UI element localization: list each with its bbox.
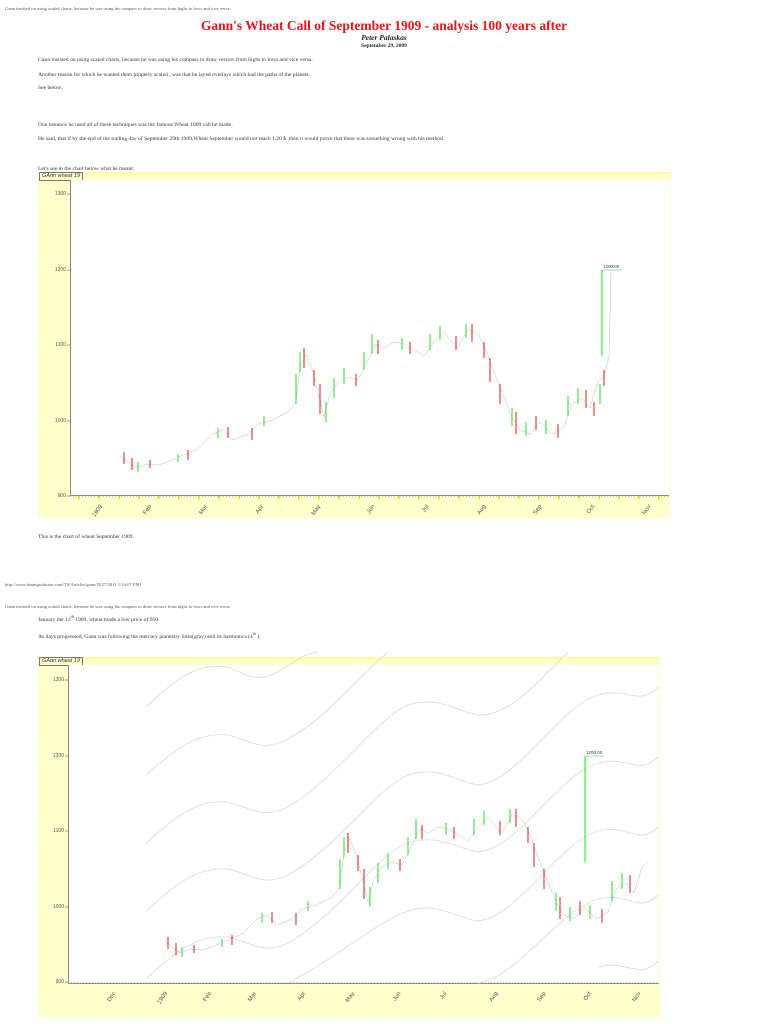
paragraph: He said, that if by the end of the tradi… [38, 136, 445, 142]
y-tick: 1200 [54, 267, 66, 273]
y-tick: 1000 [54, 418, 66, 424]
y-tick: 1300 [52, 677, 64, 683]
footer-url[interactable]: http://www.timingsolution.com/TS/Article… [5, 582, 142, 587]
plot-area [70, 180, 669, 496]
y-tick: 1100 [55, 342, 66, 348]
y-tick: 1300 [54, 191, 66, 197]
chart-1: GAnn wheat 19 1300 1200 1100 1000 900 [38, 172, 670, 518]
date: September 29, 2009 [361, 43, 407, 49]
chart-caption: This is the chart of wheat September 190… [38, 534, 135, 540]
paragraph: Another reason for which he wanted them … [38, 72, 310, 78]
chart-legend: GAnn wheat 19 [39, 172, 83, 181]
planetary-lines [145, 651, 659, 984]
paragraph: One instance he used all of these techni… [38, 122, 234, 128]
running-header: Gann insisted on using scaled charts, be… [5, 604, 231, 609]
price-annotation: 1200.00 [603, 264, 620, 269]
y-tick: 1000 [52, 904, 64, 910]
paragraph: January the 13th 1909, wheat made a low … [38, 614, 160, 623]
chart-2: GAnn wheat 19 1300 1200 1100 1000 900 [38, 651, 660, 1017]
y-tick: 900 [57, 493, 66, 499]
paragraph: Let's see in the chart below what he mea… [38, 166, 135, 172]
paragraph: See below: [38, 85, 63, 91]
paragraph: Gann insisted on using scaled charts, be… [38, 57, 313, 63]
plot-area [68, 665, 659, 984]
price-annotation: 1200.00 [586, 750, 603, 755]
chart-legend: GAnn wheat 19 [39, 657, 83, 666]
paragraph: As days progressed, Gann was following t… [38, 631, 261, 640]
y-tick: 900 [55, 979, 64, 985]
y-tick: 1200 [52, 753, 64, 759]
page-title: Gann's Wheat Call of September 1909 - an… [200, 18, 568, 33]
running-header: Gann insisted on using scaled charts, be… [5, 6, 231, 11]
author: Peter Palaskas [361, 33, 407, 42]
y-tick: 1100 [53, 828, 64, 834]
chart-2-graphics: 1200.00 [65, 651, 659, 984]
chart-1-graphics: 1200.00 [67, 193, 668, 499]
